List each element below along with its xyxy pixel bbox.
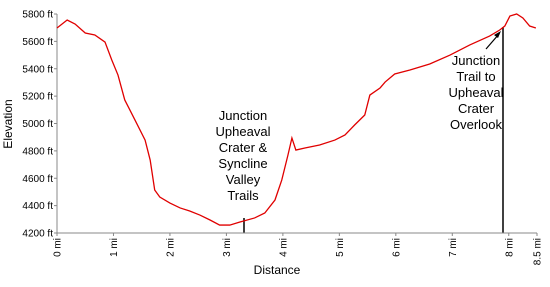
x-axis-label: Distance bbox=[254, 263, 301, 277]
y-tick-label: 5200 ft bbox=[22, 92, 53, 103]
annotation: Upheaval bbox=[216, 124, 271, 139]
annotation: Overlook bbox=[450, 117, 503, 132]
annotation: Junction bbox=[452, 53, 500, 68]
x-tick-label: 8.5 mi bbox=[533, 238, 544, 265]
y-tick-label: 4600 ft bbox=[22, 174, 53, 185]
y-tick-label: 4800 ft bbox=[22, 146, 53, 157]
elevation-line bbox=[56, 13, 537, 226]
y-tick-label: 4400 ft bbox=[22, 201, 53, 212]
y-axis-label: Elevation bbox=[1, 99, 15, 148]
x-tick-label: 0 mi bbox=[53, 238, 64, 257]
x-tick-label: 5 mi bbox=[335, 238, 346, 257]
x-tick-label: 2 mi bbox=[165, 238, 176, 257]
x-tick-label: 8 mi bbox=[504, 238, 515, 257]
annotation: Trail to bbox=[456, 69, 495, 84]
annotation: Valley bbox=[226, 172, 261, 187]
x-tick-label: 6 mi bbox=[391, 238, 402, 257]
y-tick-label: 5000 ft bbox=[22, 119, 53, 130]
annotation: Syncline bbox=[218, 156, 267, 171]
x-tick-label: 1 mi bbox=[109, 238, 120, 257]
annotation: Crater bbox=[458, 101, 495, 116]
annotation: Upheaval bbox=[449, 85, 504, 100]
annotation: Crater & bbox=[219, 140, 268, 155]
x-tick-label: 4 mi bbox=[278, 238, 289, 257]
annotation: Junction bbox=[219, 108, 267, 123]
y-tick-label: 5600 ft bbox=[22, 37, 53, 48]
arrow-head bbox=[494, 31, 501, 38]
y-tick-label: 5800 ft bbox=[22, 10, 53, 21]
y-tick-label: 4200 ft bbox=[22, 229, 53, 240]
annotation: Trails bbox=[227, 188, 259, 203]
y-tick-label: 5400 ft bbox=[22, 64, 53, 75]
x-tick-label: 3 mi bbox=[222, 238, 233, 257]
x-tick-label: 7 mi bbox=[448, 238, 459, 257]
